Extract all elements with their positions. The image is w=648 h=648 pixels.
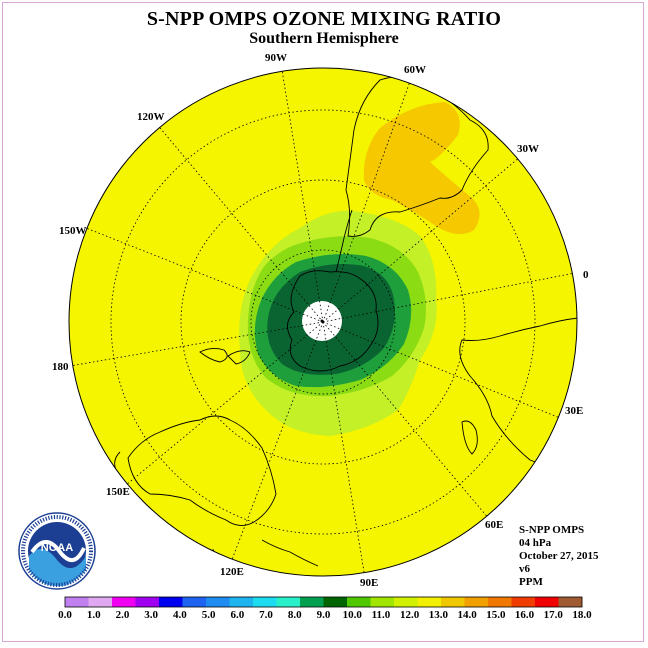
lon-label-150w: 150W bbox=[59, 225, 87, 237]
lon-label-120e: 120E bbox=[220, 566, 244, 578]
colorbar-swatch bbox=[464, 597, 489, 607]
colorbar-swatch bbox=[206, 597, 230, 607]
map-title: S-NPP OMPS OZONE MIXING RATIO bbox=[146, 8, 502, 30]
colorbar-swatch bbox=[417, 597, 442, 607]
info-date: October 27, 2015 bbox=[519, 550, 599, 562]
colorbar-swatch bbox=[347, 597, 371, 607]
lon-label-150e: 150E bbox=[106, 486, 130, 498]
colorbar-border bbox=[64, 596, 583, 608]
colorbar-tick-label: 11.0 bbox=[372, 609, 391, 621]
colorbar-swatch bbox=[253, 597, 277, 607]
colorbar-swatch bbox=[370, 597, 395, 607]
lon-label-90e: 90E bbox=[360, 577, 378, 589]
colorbar-tick-label: 5.0 bbox=[202, 609, 216, 621]
colorbar-swatch bbox=[229, 597, 254, 607]
coastlines bbox=[114, 76, 577, 567]
colorbar-tick-label: 2.0 bbox=[116, 609, 130, 621]
colorbar-tick-label: 6.0 bbox=[230, 609, 244, 621]
lon-label-30w: 30W bbox=[517, 143, 539, 155]
colorbar-swatch bbox=[488, 597, 512, 607]
product-info: S-NPP OMPS 04 hPa October 27, 2015 v6 PP… bbox=[519, 524, 599, 589]
lon-label-90w: 90W bbox=[265, 52, 287, 64]
south-pole-marker bbox=[320, 319, 324, 323]
colorbar-tick-label: 9.0 bbox=[317, 609, 331, 621]
colorbar-swatch bbox=[394, 597, 418, 607]
colorbar-swatch bbox=[65, 597, 89, 607]
info-instrument: S-NPP OMPS bbox=[519, 524, 585, 536]
info-level: 04 hPa bbox=[519, 537, 552, 549]
map-subtitle: Southern Hemisphere bbox=[249, 30, 399, 47]
orange-region bbox=[363, 102, 480, 235]
colorbar-swatch bbox=[135, 597, 160, 607]
lon-label-60e: 60E bbox=[485, 519, 503, 531]
lon-label-180: 180 bbox=[52, 361, 69, 373]
colorbar-swatch bbox=[112, 597, 136, 607]
lon-label-30e: 30E bbox=[565, 405, 583, 417]
colorbar-tick-label: 16.0 bbox=[515, 609, 535, 621]
longitude-labels: 90W 60W 30W 120W 150W 0 180 30E 60E 90E … bbox=[52, 52, 589, 589]
colorbar-tick-label: 0.0 bbox=[58, 609, 72, 621]
colorbar-tick-label: 14.0 bbox=[457, 609, 477, 621]
colorbar-tick-label: 12.0 bbox=[400, 609, 420, 621]
meridians bbox=[69, 69, 577, 576]
colorbar-tick-label: 18.0 bbox=[572, 609, 592, 621]
colorbar-tick-label: 8.0 bbox=[288, 609, 302, 621]
colorbar-tick-label: 17.0 bbox=[544, 609, 564, 621]
colorbar-swatch bbox=[88, 597, 113, 607]
lon-label-60w: 60W bbox=[404, 64, 426, 76]
colorbar-tick-label: 7.0 bbox=[259, 609, 273, 621]
colorbar-tick-label: 13.0 bbox=[429, 609, 449, 621]
info-version: v6 bbox=[519, 563, 530, 575]
colorbar-swatch bbox=[323, 597, 348, 607]
colorbar-swatch bbox=[558, 597, 583, 607]
colorbar-swatch bbox=[300, 597, 324, 607]
colorbar-swatch bbox=[535, 597, 559, 607]
colorbar-swatch bbox=[182, 597, 207, 607]
image-frame bbox=[2, 2, 644, 642]
noaa-logo-text: NOAA bbox=[41, 542, 73, 554]
colorbar-swatch bbox=[511, 597, 536, 607]
lon-label-120w: 120W bbox=[137, 111, 165, 123]
colorbar: 0.0 1.0 2.0 3.0 4.0 5.0 6.0 7.0 8.0 9.0 10.0 11.0 12… bbox=[58, 596, 592, 621]
latitude-circles bbox=[110, 109, 536, 535]
info-units: PPM bbox=[519, 576, 543, 588]
colorbar-tick-label: 1.0 bbox=[87, 609, 101, 621]
colorbar-swatch bbox=[441, 597, 465, 607]
colorbar-tick-label: 10.0 bbox=[343, 609, 363, 621]
colorbar-tick-label: 3.0 bbox=[144, 609, 158, 621]
colorbar-tick-label: 15.0 bbox=[486, 609, 506, 621]
noaa-logo: NOAA bbox=[18, 512, 96, 590]
lon-label-0: 0 bbox=[583, 269, 589, 281]
colorbar-tick-label: 4.0 bbox=[173, 609, 187, 621]
colorbar-swatch bbox=[159, 597, 183, 607]
colorbar-swatch bbox=[276, 597, 301, 607]
